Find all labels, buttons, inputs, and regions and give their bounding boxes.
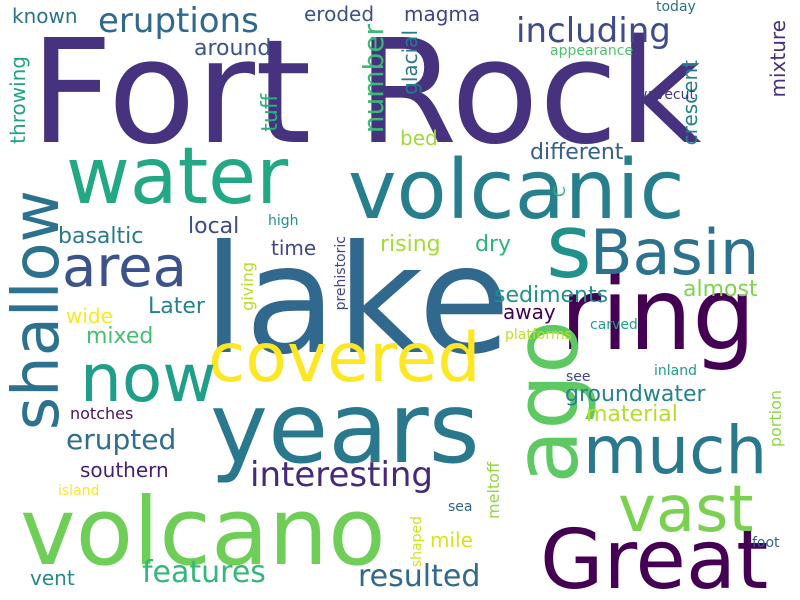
word-magma: magma [404,2,481,26]
word-time: time [271,236,317,260]
word-wide: wide [66,304,113,328]
word-lake: lake [203,214,511,388]
word-around: around [194,36,272,61]
word-groundwater: groundwater [565,382,706,407]
word-eroded: eroded [304,2,375,26]
word-mixed: mixed [86,324,154,349]
word-see: carved [590,317,638,333]
word-glacial: glacial [398,30,422,95]
word-years: years [210,372,480,486]
word-almost: almost [683,277,758,302]
word-later: Later [148,294,205,319]
word-tuff: tuff [258,94,283,132]
word-volcano: volcano [20,478,386,587]
word-platforms: high [268,213,299,229]
word-vast: vast [618,473,754,547]
word-c: C [550,186,569,198]
word-interesting: interesting [250,455,434,495]
word-area: area [62,235,187,300]
word-mixture: mixture [766,20,790,98]
word-prehistoric: prehistoric [333,236,349,311]
word-portion: portion [766,390,785,448]
word-now: now [80,340,217,417]
word-different: different [530,140,624,165]
word-including: including [516,11,671,51]
word-inland: see [566,369,591,385]
word-sea: sea [448,499,473,515]
word-rising: rising [380,232,441,257]
word-giving: giving [238,262,257,311]
word-vent: vent [30,566,75,590]
word-much: much [583,412,768,489]
word-basin: Basin [590,216,760,289]
word-erupted: erupted [66,423,177,456]
word-southern: southern [80,458,169,482]
word-meltoff: meltoff [484,462,503,519]
word-high: wavecut [636,87,695,103]
word-wavecut: appearance [550,43,634,59]
word-bed: bed [400,126,438,150]
word-fort-rock: Fort Rock [30,8,702,176]
word-foot: foot [752,535,780,551]
word-eruptions: eruptions [98,1,259,41]
word-known: known [12,4,78,28]
word-dry: dry [475,232,512,257]
word-s: s [546,195,592,298]
word-material: material [586,402,678,427]
word-covered: covered [208,319,481,398]
word-sediments: sediments [494,283,609,308]
word-appearance: today [656,0,696,15]
word-throwing: throwing [6,56,30,144]
word-carved: platforms [505,327,572,343]
word-features: features [142,555,266,590]
word-shaped: notches [70,404,134,423]
word-mile: mile [430,528,473,552]
word-basaltic: basaltic [58,224,144,249]
word-resulted: resulted [358,559,481,594]
word-local: local [188,214,240,239]
word-great: Great [540,513,769,600]
word-away: away [503,300,556,324]
word-number: number [357,24,390,134]
word-volcanic: volcanic [348,143,685,238]
word-ring: ring [560,256,756,373]
word-island: island [58,483,100,499]
word-water: water [66,132,289,222]
word-today: shaped [409,516,425,568]
word-notches: inland [654,363,697,379]
